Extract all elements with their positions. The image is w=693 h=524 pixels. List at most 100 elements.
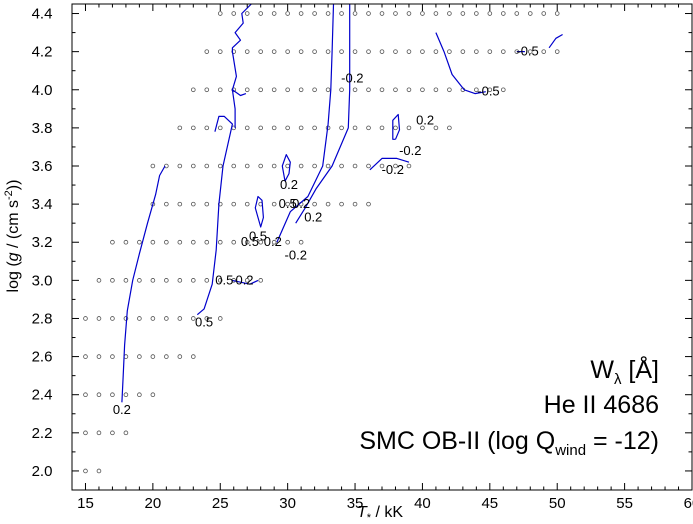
grid-point (217, 49, 223, 54)
grid-point (541, 49, 547, 54)
grid-point (191, 125, 196, 131)
grid-point (271, 87, 277, 93)
grid-point (271, 201, 277, 207)
grid-point (285, 201, 290, 207)
x-tick-label: 45 (481, 495, 498, 512)
grid-point (244, 87, 250, 93)
grid-point (110, 316, 115, 321)
grid-point (123, 430, 129, 436)
contour-label: 0.2 (292, 196, 310, 211)
contour-line (281, 154, 291, 182)
grid-point (460, 49, 466, 54)
grid-point (110, 278, 115, 283)
grid-point (204, 87, 210, 93)
grid-point (191, 239, 196, 245)
grid-point (420, 125, 425, 131)
grid-point (474, 87, 479, 93)
grid-point (312, 163, 317, 169)
grid-point (150, 316, 156, 321)
grid-point (285, 239, 290, 245)
grid-point (110, 354, 115, 359)
grid-point (527, 11, 533, 16)
grid-point (420, 87, 425, 93)
grid-point (366, 49, 371, 54)
contour-line (276, 3, 335, 243)
grid-point (325, 11, 331, 16)
grid-point (217, 11, 223, 16)
grid-point (271, 49, 277, 54)
grid-point (352, 201, 358, 207)
grid-point (83, 430, 88, 436)
contour-label: -0.5 (477, 84, 499, 99)
contour-label: 0.5 (195, 314, 213, 329)
grid-point (204, 201, 210, 207)
contour-line (254, 195, 264, 228)
svg-text:Wλ [Å]: Wλ [Å] (590, 354, 659, 388)
contour-label: -0.2 (382, 162, 404, 177)
y-tick-label: 2.8 (32, 310, 53, 327)
grid-point (191, 163, 196, 169)
grid-point (447, 87, 452, 93)
contour-line (196, 115, 233, 316)
grid-point (447, 49, 452, 54)
y-tick-label: 2.4 (32, 387, 53, 404)
y-axis-label: log (g / (cm s-2)) (3, 180, 22, 293)
grid-point (96, 430, 102, 436)
grid-point (460, 11, 466, 16)
grid-point (217, 278, 223, 283)
grid-point (191, 87, 196, 93)
grid-point (96, 278, 102, 283)
grid-point (244, 125, 250, 131)
grid-point (501, 49, 506, 54)
grid-point (258, 11, 263, 16)
grid-point (420, 11, 425, 16)
grid-point (231, 201, 237, 207)
grid-point (150, 239, 156, 245)
contour-line (232, 89, 247, 97)
x-tick-label: 35 (347, 495, 364, 512)
grid-point (393, 49, 398, 54)
grid-point (244, 163, 250, 169)
x-tick-label: 25 (212, 495, 229, 512)
svg-text:SMC OB-II (log Qwind = -12): SMC OB-II (log Qwind = -12) (359, 427, 659, 459)
grid-point (137, 316, 142, 321)
grid-point (204, 163, 210, 169)
grid-point (258, 163, 263, 169)
grid-point (325, 87, 331, 93)
grid-point (433, 49, 439, 54)
grid-point (406, 125, 412, 131)
grid-point (554, 49, 560, 54)
y-tick-label: 2.2 (32, 425, 53, 442)
x-tick-label: 15 (77, 495, 94, 512)
grid-point (312, 201, 317, 207)
grid-point (150, 163, 156, 169)
grid-point (352, 87, 358, 93)
y-tick-label: 3.4 (32, 196, 53, 213)
grid-point (366, 125, 371, 131)
grid-point (339, 87, 344, 93)
y-tick-label: 3.0 (32, 272, 53, 289)
grid-point (339, 125, 344, 131)
grid-point (271, 163, 277, 169)
grid-point (298, 239, 304, 245)
grid-point (137, 354, 142, 359)
grid-point (312, 11, 317, 16)
grid-point (447, 11, 452, 16)
grid-point (379, 163, 385, 169)
grid-point (258, 87, 263, 93)
grid-point (447, 125, 452, 131)
grid-point (204, 125, 210, 131)
grid-point (244, 278, 250, 283)
grid-point (110, 392, 115, 398)
grid-point (325, 163, 331, 169)
grid-point (204, 49, 210, 54)
quantity-annotation: Wλ [Å] (590, 354, 659, 388)
contour-label: 0.2 (113, 402, 131, 417)
grid-point (150, 392, 156, 398)
grid-point (285, 163, 290, 169)
grid-point (96, 392, 102, 398)
contour-label: 0.2 (304, 209, 322, 224)
grid-point (406, 163, 412, 169)
grid-point (164, 316, 169, 321)
grid-point (406, 49, 412, 54)
